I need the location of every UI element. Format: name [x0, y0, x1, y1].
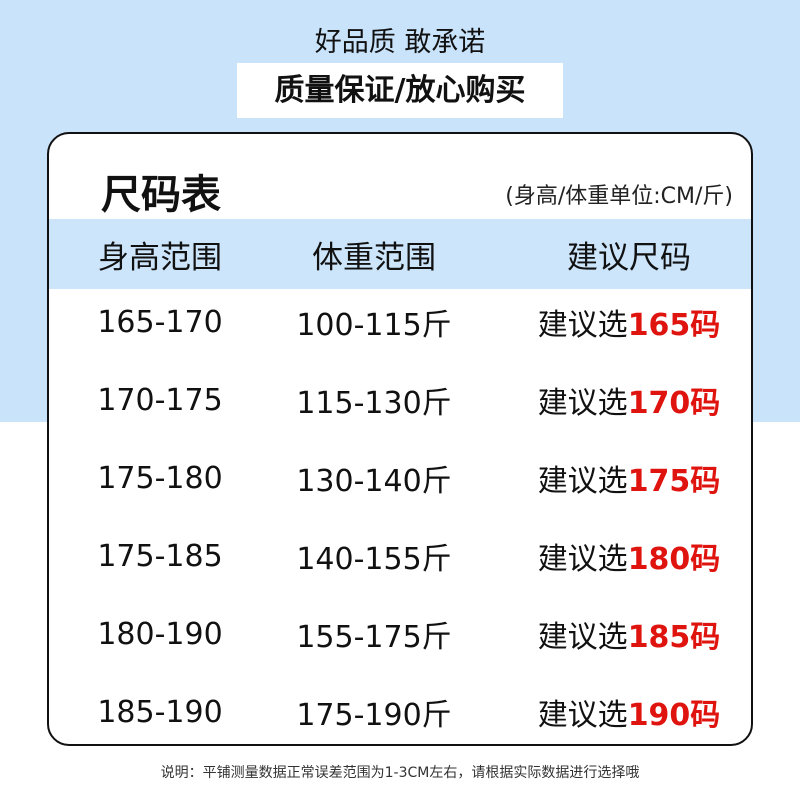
footnote: 说明：平铺测量数据正常误差范围为1-3CM左右，请根据实际数据进行选择哦: [160, 765, 640, 781]
suggest-prefix: 建议选: [537, 698, 628, 733]
table-row: 175-185 140-155斤 建议选180码: [49, 517, 751, 595]
suggested-size: 建议选180码: [509, 534, 749, 578]
header-weight: 体重范围: [312, 239, 436, 276]
suggest-prefix: 建议选: [537, 386, 628, 421]
table-row: 170-175 115-130斤 建议选170码: [49, 361, 751, 439]
weight-range: 115-130斤: [296, 386, 452, 421]
suggest-prefix: 建议选: [537, 308, 628, 343]
height-range: 185-190: [97, 694, 223, 730]
quality-banner: 质量保证/放心购买: [237, 63, 563, 118]
weight-range: 130-140斤: [296, 464, 452, 499]
height-range: 175-185: [97, 538, 223, 574]
size-value: 185码: [627, 620, 721, 655]
height-range: 180-190: [97, 616, 223, 652]
table-header: 身高范围 体重范围 建议尺码: [49, 219, 751, 289]
height-range: 175-180: [97, 460, 223, 496]
size-value: 170码: [627, 386, 721, 421]
size-value: 190码: [627, 698, 721, 733]
chart-title: 尺码表: [101, 172, 221, 218]
table-row: 180-190 155-175斤 建议选185码: [49, 595, 751, 673]
weight-range: 175-190斤: [296, 698, 452, 733]
suggest-prefix: 建议选: [537, 464, 628, 499]
suggested-size: 建议选175码: [509, 456, 749, 500]
suggested-size: 建议选185码: [509, 612, 749, 656]
weight-range: 100-115斤: [296, 308, 452, 343]
height-range: 170-175: [97, 382, 223, 418]
size-value: 175码: [627, 464, 721, 499]
suggested-size: 建议选170码: [509, 378, 749, 422]
table-row: 165-170 100-115斤 建议选165码: [49, 283, 751, 361]
slogan: 好品质 敢承诺: [314, 27, 486, 58]
suggest-prefix: 建议选: [537, 620, 628, 655]
suggest-prefix: 建议选: [537, 542, 628, 577]
table-row: 175-180 130-140斤 建议选175码: [49, 439, 751, 517]
size-value: 165码: [627, 308, 721, 343]
header-size: 建议尺码: [567, 239, 691, 276]
header-height: 身高范围: [98, 239, 222, 276]
weight-range: 155-175斤: [296, 620, 452, 655]
size-value: 180码: [627, 542, 721, 577]
weight-range: 140-155斤: [296, 542, 452, 577]
suggested-size: 建议选165码: [509, 300, 749, 344]
table-row: 185-190 175-190斤 建议选190码: [49, 673, 751, 744]
unit-note: (身高/体重单位:CM/斤): [505, 184, 733, 209]
height-range: 165-170: [97, 304, 223, 340]
suggested-size: 建议选190码: [509, 690, 749, 734]
size-chart-card: 尺码表 (身高/体重单位:CM/斤) 身高范围 体重范围 建议尺码 165-17…: [47, 132, 753, 746]
